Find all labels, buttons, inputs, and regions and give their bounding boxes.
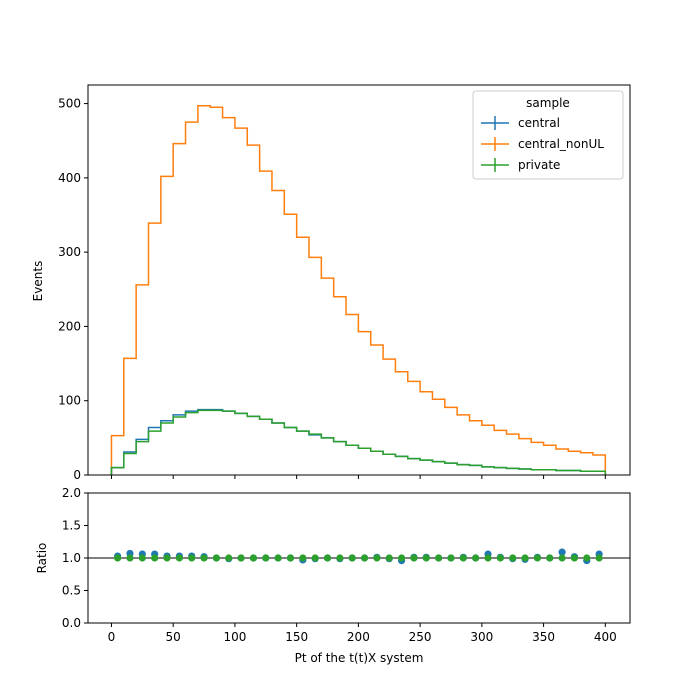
bottom-y-tick-label: 0.0 xyxy=(62,616,81,630)
ratio-point-private xyxy=(138,554,146,562)
bottom-x-ticks: 0 50 100 150 200 250 300 350 400 xyxy=(108,623,617,644)
ratio-point-private xyxy=(397,554,406,562)
ratio-point-private xyxy=(521,554,529,562)
ratio-point-private xyxy=(323,554,332,562)
top-y-axis-label: Events xyxy=(31,261,45,302)
ratio-point-private xyxy=(558,554,566,562)
ratio-point-private xyxy=(447,554,455,562)
histogram-series-private xyxy=(110,409,607,475)
top-y-tick-label: 500 xyxy=(58,97,81,111)
ratio-point-private xyxy=(422,554,430,562)
legend-title: sample xyxy=(526,96,570,110)
top-y-ticks: 0 100 200 300 400 500 xyxy=(58,97,88,482)
ratio-point-private xyxy=(484,554,492,562)
top-y-tick-label: 400 xyxy=(58,171,81,185)
ratio-point-private xyxy=(472,554,480,562)
bottom-y-tick-label: 2.0 xyxy=(62,486,81,500)
ratio-point-private xyxy=(360,554,369,562)
ratio-point-private xyxy=(188,554,196,562)
bottom-x-tick-label: 200 xyxy=(347,630,370,644)
legend-label-private: private xyxy=(518,158,560,172)
ratio-point-private xyxy=(200,554,208,562)
legend-entry-central-nonul: central_nonUL xyxy=(481,137,604,151)
ratio-point-private xyxy=(373,554,381,562)
ratio-point-private xyxy=(212,554,221,562)
ratio-point-private xyxy=(299,554,307,562)
ratio-point-private xyxy=(237,554,245,562)
top-y-tick-label: 100 xyxy=(58,394,81,408)
ratio-point-private xyxy=(410,554,418,562)
bottom-y-tick-label: 1.5 xyxy=(62,519,81,533)
bottom-y-tick-label: 1.0 xyxy=(62,551,81,565)
top-y-tick-label: 200 xyxy=(58,319,81,333)
bottom-y-ticks: 0.0 0.5 1.0 1.5 2.0 xyxy=(62,486,88,630)
bottom-x-tick-label: 150 xyxy=(285,630,308,644)
bottom-y-tick-label: 0.5 xyxy=(62,584,81,598)
bottom-x-tick-label: 50 xyxy=(166,630,181,644)
bottom-x-tick-label: 300 xyxy=(470,630,493,644)
ratio-point-private xyxy=(336,554,344,562)
bottom-x-tick-label: 0 xyxy=(108,630,116,644)
top-y-tick-label: 300 xyxy=(58,245,81,259)
ratio-points-group xyxy=(114,548,603,565)
bottom-x-tick-label: 400 xyxy=(594,630,617,644)
bottom-x-tick-label: 100 xyxy=(223,630,246,644)
ratio-point-private xyxy=(509,554,517,562)
ratio-point-private xyxy=(459,554,467,562)
legend-entry-private: private xyxy=(481,158,560,172)
histogram-series-central-nonul xyxy=(110,105,607,475)
events-histogram-panel: 0 100 200 300 400 500 Events sample central c… xyxy=(31,84,631,482)
top-x-ticks xyxy=(110,475,606,479)
legend-entry-central: central xyxy=(481,116,560,130)
legend-box xyxy=(472,90,624,180)
top-y-tick-label: 0 xyxy=(73,468,81,482)
legend-label-central-nonul: central_nonUL xyxy=(518,137,604,151)
ratio-point-private xyxy=(225,554,233,562)
ratio-point-private xyxy=(286,554,295,562)
ratio-point-private xyxy=(163,554,171,562)
ratio-panel: 0 50 100 150 200 250 300 350 400 0.0 0.5 1.0 1.5 2.0… xyxy=(35,486,631,665)
ratio-point-central xyxy=(558,548,566,556)
bottom-x-tick-label: 350 xyxy=(532,630,555,644)
ratio-point-private xyxy=(262,554,270,562)
ratio-point-private xyxy=(533,554,542,562)
ratio-point-private xyxy=(274,554,282,562)
ratio-point-private xyxy=(249,554,258,562)
ratio-point-private xyxy=(348,554,356,562)
histogram-series-group xyxy=(110,105,607,475)
legend-label-central: central xyxy=(518,116,560,130)
ratio-point-private xyxy=(385,554,393,562)
ratio-point-private xyxy=(114,554,122,562)
ratio-point-private xyxy=(435,554,443,562)
top-plot-frame xyxy=(87,84,631,476)
ratio-point-private xyxy=(595,554,603,562)
legend: sample central central_nonUL private xyxy=(472,90,624,180)
ratio-point-private xyxy=(496,554,504,562)
ratio-point-private xyxy=(151,554,159,562)
x-axis-label: Pt of the t(t)X system xyxy=(295,651,424,665)
ratio-point-private xyxy=(546,554,554,562)
ratio-point-private xyxy=(126,554,134,562)
ratio-point-private xyxy=(583,554,591,562)
ratio-point-private xyxy=(175,554,183,562)
bottom-x-tick-label: 250 xyxy=(409,630,432,644)
bottom-y-axis-label: Ratio xyxy=(35,543,49,574)
ratio-point-private xyxy=(570,554,579,562)
ratio-point-private xyxy=(311,554,319,562)
